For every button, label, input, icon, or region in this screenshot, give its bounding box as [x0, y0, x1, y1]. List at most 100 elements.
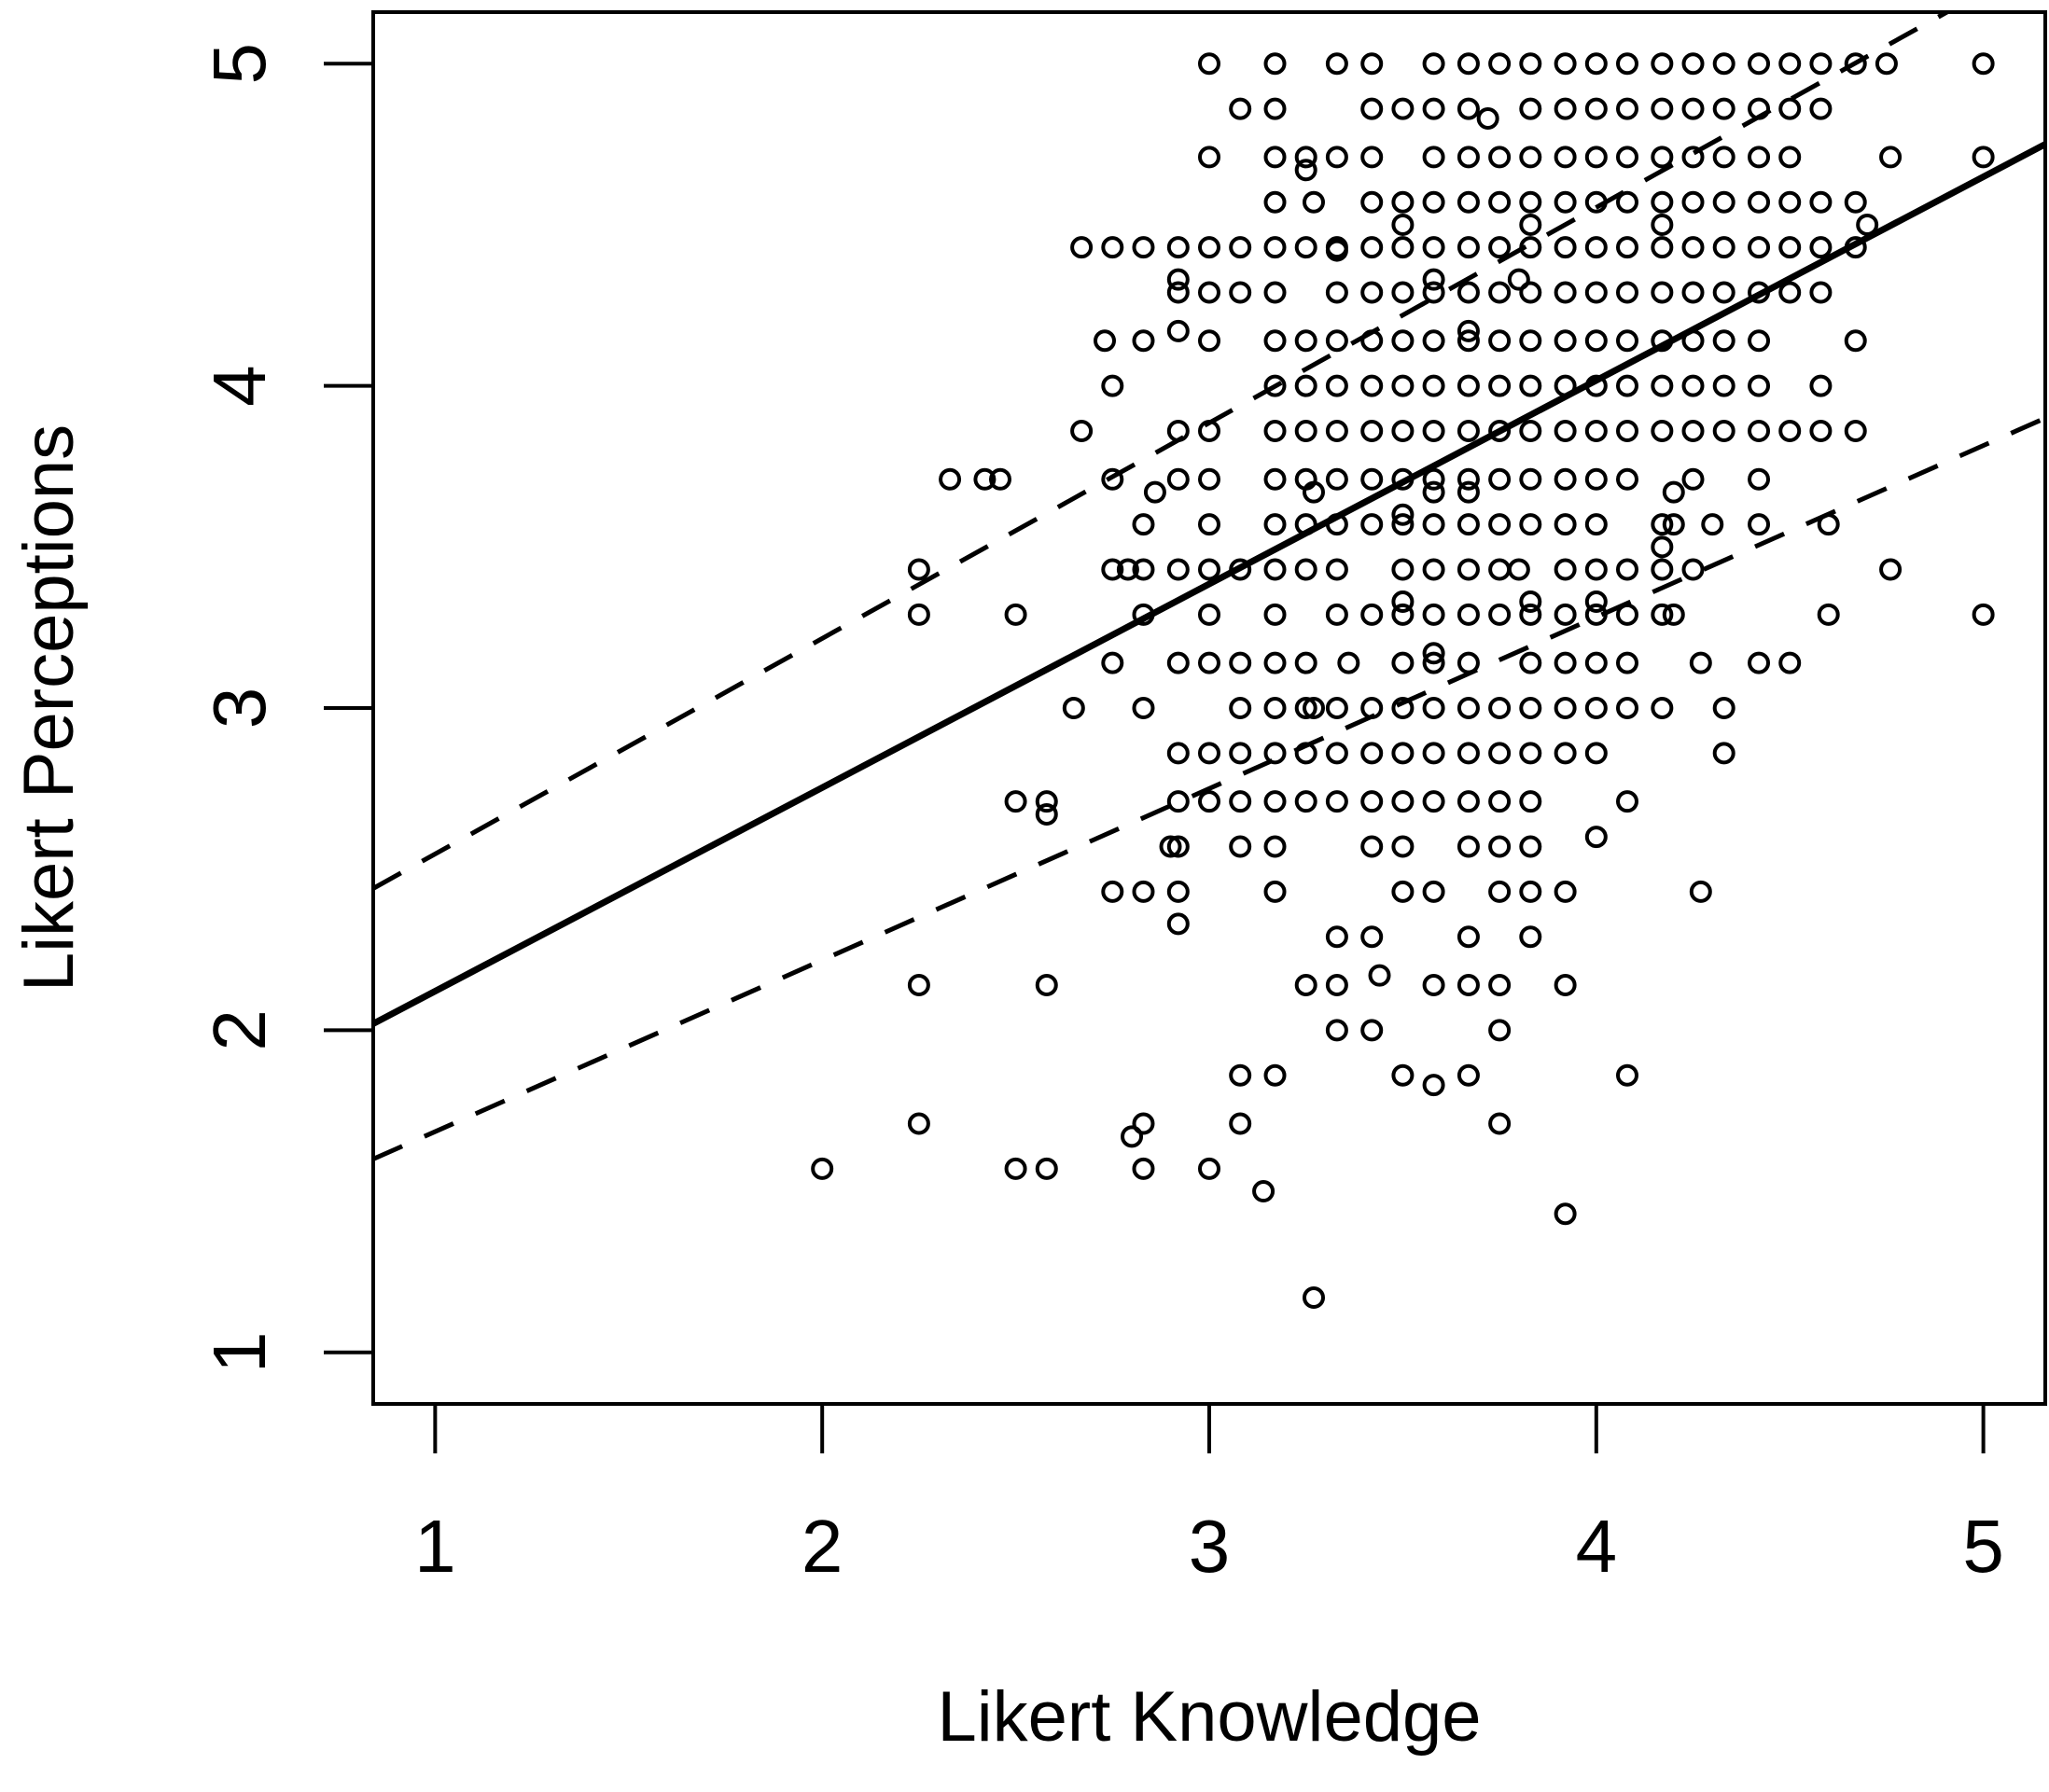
data-point: [1488, 697, 1512, 719]
data-point: [1325, 558, 1348, 581]
data-point: [1701, 513, 1724, 536]
data-point: [1422, 974, 1445, 997]
data-point: [1422, 603, 1445, 626]
data-point: [1457, 742, 1480, 765]
data-point: [1229, 236, 1252, 259]
data-point: [1584, 590, 1608, 614]
data-point: [1651, 213, 1674, 236]
data-point: [1391, 880, 1415, 903]
y-tick-label: 2: [198, 1009, 281, 1051]
data-point: [1132, 1157, 1155, 1180]
data-point: [1584, 329, 1608, 353]
data-point: [1554, 329, 1577, 353]
data-point: [1457, 603, 1480, 626]
data-point: [1748, 513, 1771, 536]
data-point: [1778, 146, 1802, 169]
data-point: [1554, 281, 1577, 304]
data-point: [1422, 513, 1445, 536]
data-point: [1476, 106, 1499, 130]
data-point: [1422, 790, 1445, 813]
data-point: [1616, 374, 1638, 397]
data-point: [1616, 52, 1638, 76]
data-point: [1325, 467, 1348, 491]
data-point: [1263, 190, 1287, 214]
data-point: [1584, 603, 1608, 626]
data-point: [1488, 603, 1512, 626]
data-point: [1519, 329, 1542, 353]
data-point: [1681, 146, 1705, 169]
data-point: [1554, 974, 1577, 997]
data-point: [1519, 880, 1542, 903]
data-point: [1229, 835, 1252, 858]
data-point: [1778, 236, 1802, 259]
data-point: [1325, 52, 1348, 76]
data-point: [1035, 802, 1058, 826]
data-point: [1263, 97, 1287, 120]
data-point: [1166, 880, 1190, 903]
data-point: [1166, 268, 1190, 291]
data-point: [1303, 697, 1325, 719]
data-point: [1457, 480, 1480, 504]
data-point: [1651, 419, 1674, 442]
data-point: [1035, 974, 1058, 997]
data-point: [1519, 97, 1542, 120]
data-point: [1422, 880, 1445, 903]
data-point: [1229, 651, 1252, 674]
data-point: [1748, 146, 1771, 169]
y-tick-label: 3: [198, 688, 281, 729]
data-point: [1844, 236, 1867, 259]
data-points: [811, 52, 1995, 1310]
data-point: [1519, 374, 1542, 397]
data-point: [1554, 651, 1577, 674]
data-point: [1294, 790, 1317, 813]
data-point: [1748, 329, 1771, 353]
x-axis: 1 2 3 4 5: [414, 1402, 2004, 1588]
data-point: [1662, 603, 1685, 626]
data-point: [1360, 1019, 1384, 1042]
data-point: [1457, 329, 1480, 353]
data-point: [1651, 558, 1674, 581]
data-point: [1712, 52, 1735, 76]
data-point: [1325, 742, 1348, 765]
data-point: [1101, 236, 1124, 259]
data-point: [1616, 419, 1638, 442]
data-point: [1817, 603, 1840, 626]
data-point: [1584, 742, 1608, 765]
data-point: [1166, 790, 1190, 813]
data-point: [1748, 190, 1771, 214]
data-point: [1681, 190, 1705, 214]
data-point: [1391, 590, 1415, 614]
data-point: [1584, 697, 1608, 719]
data-point: [1651, 236, 1674, 259]
data-point: [1554, 697, 1577, 719]
data-point: [1778, 419, 1802, 442]
data-point: [1457, 974, 1480, 997]
data-point: [1651, 374, 1674, 397]
data-point: [1004, 1157, 1027, 1180]
data-point: [1294, 974, 1317, 997]
data-point: [1132, 697, 1155, 719]
data-point: [1263, 374, 1287, 397]
data-point: [1263, 281, 1287, 304]
data-point: [1337, 651, 1360, 674]
data-point: [907, 603, 930, 626]
data-point: [1360, 513, 1384, 536]
x-tick-label: 1: [414, 1505, 456, 1588]
data-point: [1681, 97, 1705, 120]
data-point: [1554, 146, 1577, 169]
data-point: [1303, 1286, 1325, 1310]
data-point: [1778, 281, 1802, 304]
data-point: [1132, 329, 1155, 353]
data-point: [1809, 52, 1833, 76]
data-point: [1554, 742, 1577, 765]
data-point: [1488, 52, 1512, 76]
data-point: [1488, 513, 1512, 536]
data-point: [1457, 97, 1480, 120]
data-point: [1748, 52, 1771, 76]
data-point: [1229, 790, 1252, 813]
data-point: [1457, 513, 1480, 536]
data-point: [1844, 329, 1867, 353]
data-point: [1263, 236, 1287, 259]
data-point: [1488, 1112, 1512, 1135]
data-point: [1360, 190, 1384, 214]
